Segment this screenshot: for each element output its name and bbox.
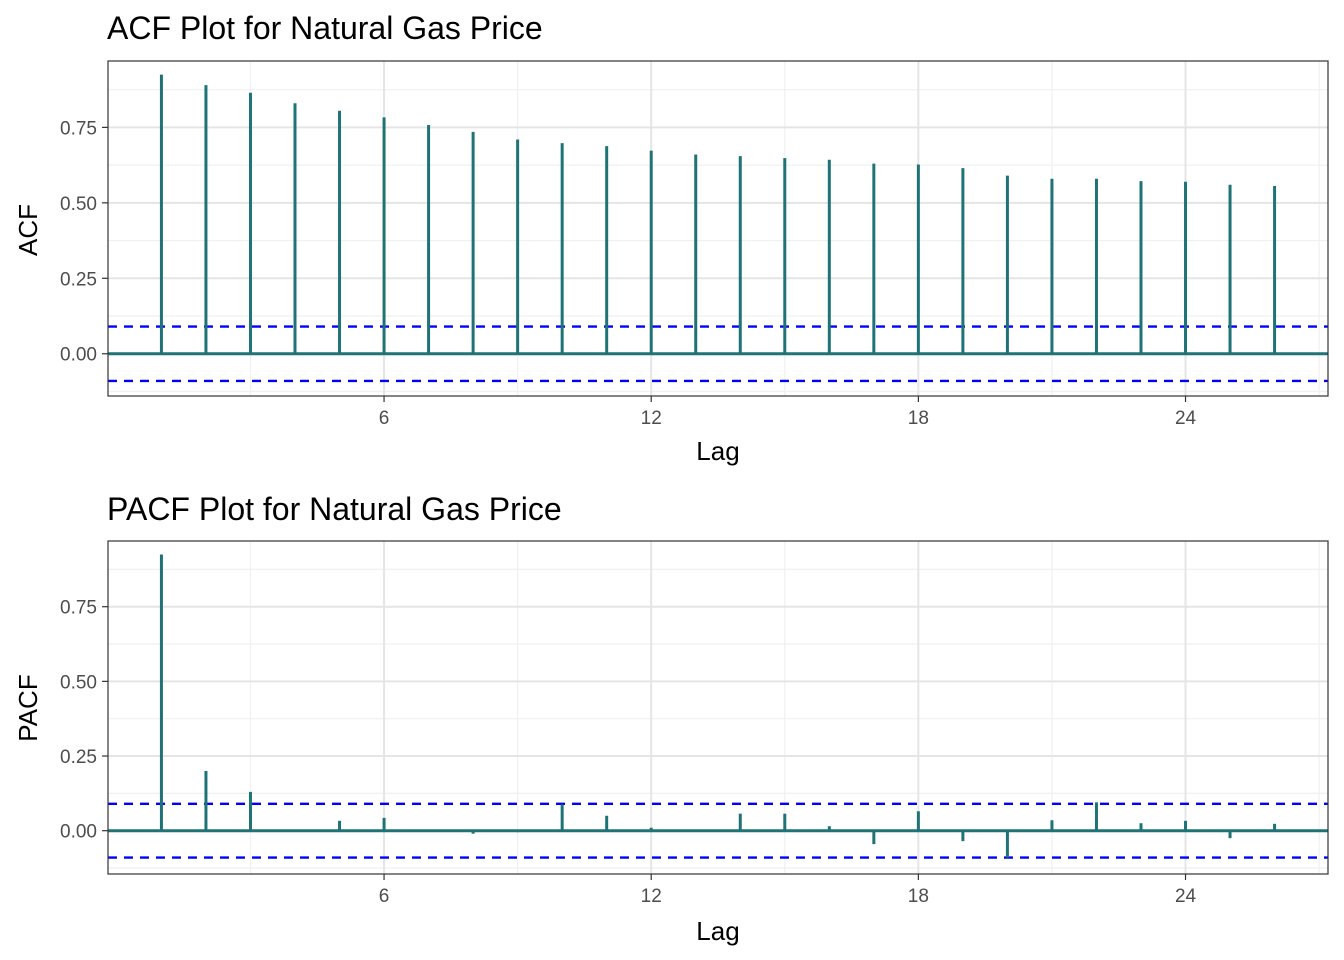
pacf-x-tick-label: 12 <box>641 886 662 907</box>
acf-panel: ACF Plot for Natural Gas Price 0.000.250… <box>13 10 1329 466</box>
pacf-x-tick-label: 18 <box>908 886 929 907</box>
pacf-panel-border <box>107 540 1329 875</box>
pacf-x-tick-label: 24 <box>1175 886 1197 907</box>
pacf-x-tick-label: 6 <box>379 886 390 907</box>
acf-x-tick-label: 12 <box>641 408 662 429</box>
acf-chart-title: ACF Plot for Natural Gas Price <box>107 10 543 46</box>
pacf-panel: PACF Plot for Natural Gas Price 0.00 0.25… <box>13 491 1329 946</box>
pacf-x-axis-label: Lag <box>696 916 739 946</box>
acf-y-axis-label: ACF <box>13 204 43 256</box>
acf-x-tick-label: 24 <box>1175 408 1197 429</box>
pacf-y-tick-label: 0.50 <box>60 672 97 693</box>
pacf-y-tick-label: 0.00 <box>60 822 97 843</box>
pacf-y-axis-label: PACF <box>13 674 43 741</box>
pacf-y-tick-label: 0.75 <box>60 598 97 619</box>
acf-panel-border <box>107 60 1329 397</box>
acf-x-axis-label: Lag <box>696 436 739 466</box>
acf-y-tick-label: 0.00 <box>60 345 97 366</box>
pacf-plot-area: 0.00 0.25 0.50 0.75 6 12 18 24 <box>60 540 1329 907</box>
acf-x-tick-label: 18 <box>908 408 929 429</box>
acf-plot-area: 0.00 0.25 0.50 0.75 6 12 18 24 <box>60 60 1329 429</box>
pacf-chart-title: PACF Plot for Natural Gas Price <box>107 491 562 527</box>
acf-x-tick-label: 6 <box>379 408 390 429</box>
acf-y-tick-label: 0.50 <box>60 194 97 215</box>
pacf-y-tick-label: 0.25 <box>60 747 97 768</box>
acf-y-tick-label: 0.75 <box>60 118 97 139</box>
acf-y-tick-label: 0.25 <box>60 269 97 290</box>
